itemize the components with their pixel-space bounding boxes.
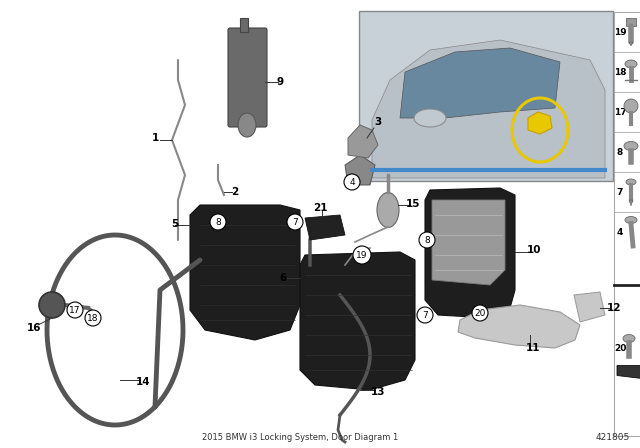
Bar <box>626 18 636 26</box>
Text: 20: 20 <box>614 344 626 353</box>
Polygon shape <box>432 200 505 285</box>
Text: 1: 1 <box>152 133 159 143</box>
Text: 18: 18 <box>87 314 99 323</box>
FancyBboxPatch shape <box>359 11 613 181</box>
Ellipse shape <box>623 335 635 343</box>
Circle shape <box>344 174 360 190</box>
Text: 3: 3 <box>374 117 381 127</box>
Polygon shape <box>372 40 605 178</box>
Text: 12: 12 <box>607 303 621 313</box>
Ellipse shape <box>238 113 256 137</box>
Circle shape <box>353 246 371 264</box>
Polygon shape <box>629 42 633 46</box>
Text: 2: 2 <box>232 187 239 197</box>
Text: 4: 4 <box>349 177 355 186</box>
Ellipse shape <box>377 193 399 228</box>
Circle shape <box>39 292 65 318</box>
Text: 5: 5 <box>172 219 179 229</box>
Circle shape <box>210 214 226 230</box>
Text: 14: 14 <box>136 377 150 387</box>
Text: 21: 21 <box>313 203 327 213</box>
Text: 17: 17 <box>614 108 627 116</box>
Text: 9: 9 <box>276 77 284 87</box>
Text: 19: 19 <box>356 250 368 259</box>
Text: 7: 7 <box>422 310 428 319</box>
Text: 11: 11 <box>525 343 540 353</box>
Text: 8: 8 <box>215 217 221 227</box>
Polygon shape <box>300 252 415 390</box>
Text: 18: 18 <box>614 68 627 77</box>
Text: 10: 10 <box>527 245 541 255</box>
Polygon shape <box>574 292 605 322</box>
Ellipse shape <box>626 179 636 185</box>
Circle shape <box>67 302 83 318</box>
Polygon shape <box>348 125 378 158</box>
Text: 6: 6 <box>280 273 287 283</box>
Text: 2015 BMW i3 Locking System, Door Diagram 1: 2015 BMW i3 Locking System, Door Diagram… <box>202 433 398 442</box>
Polygon shape <box>425 188 515 318</box>
Ellipse shape <box>414 109 446 127</box>
Polygon shape <box>240 18 248 32</box>
Text: 16: 16 <box>27 323 41 333</box>
Circle shape <box>287 214 303 230</box>
Text: 4: 4 <box>617 228 623 237</box>
Circle shape <box>85 310 101 326</box>
Polygon shape <box>528 112 552 134</box>
Text: 13: 13 <box>371 387 385 397</box>
Ellipse shape <box>624 142 638 151</box>
Polygon shape <box>629 200 633 206</box>
Polygon shape <box>305 215 345 240</box>
Text: 8: 8 <box>617 147 623 156</box>
Text: 7: 7 <box>617 188 623 197</box>
Text: 7: 7 <box>292 217 298 227</box>
Text: 8: 8 <box>424 236 430 245</box>
FancyBboxPatch shape <box>228 28 267 127</box>
Bar <box>614 12 640 436</box>
Ellipse shape <box>625 216 637 224</box>
Text: 19: 19 <box>614 27 627 36</box>
Text: 17: 17 <box>69 306 81 314</box>
Text: 421805: 421805 <box>596 433 630 442</box>
Circle shape <box>419 232 435 248</box>
Circle shape <box>624 99 638 113</box>
Ellipse shape <box>625 60 637 68</box>
Polygon shape <box>190 205 300 340</box>
Polygon shape <box>400 48 560 118</box>
Text: 15: 15 <box>406 199 420 209</box>
Polygon shape <box>617 366 640 379</box>
Polygon shape <box>458 305 580 348</box>
Circle shape <box>417 307 433 323</box>
Text: 20: 20 <box>474 309 486 318</box>
Polygon shape <box>345 155 375 185</box>
Circle shape <box>472 305 488 321</box>
